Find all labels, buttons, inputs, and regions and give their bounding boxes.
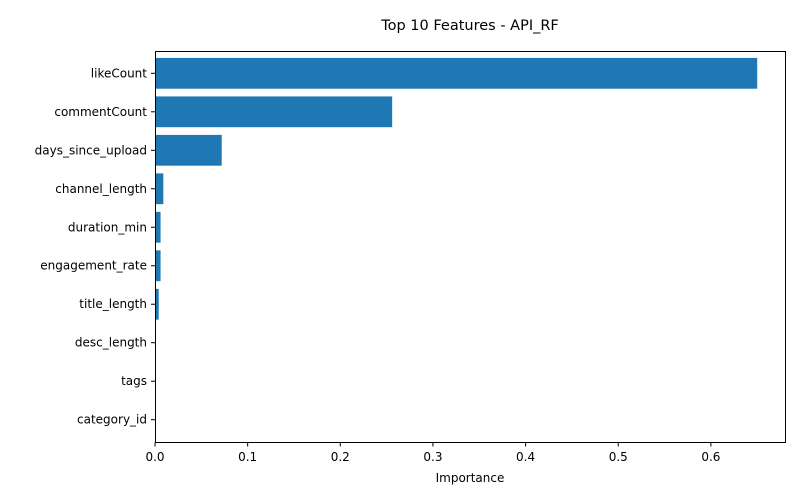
y-tick-label-engagement-rate: engagement_rate bbox=[40, 259, 147, 273]
y-tick-label-tags: tags bbox=[121, 374, 147, 388]
x-axis-title: Importance bbox=[436, 471, 505, 485]
y-tick-label-category-id: category_id bbox=[77, 413, 147, 427]
x-tick-label: 0.2 bbox=[331, 450, 350, 464]
x-tick-label: 0.6 bbox=[701, 450, 720, 464]
x-tick-label: 0.3 bbox=[423, 450, 442, 464]
x-tick-label: 0.5 bbox=[609, 450, 628, 464]
bar-duration-min bbox=[155, 211, 161, 243]
y-tick-label-duration-min: duration_min bbox=[68, 220, 147, 234]
bar-days-since-upload bbox=[155, 134, 222, 166]
y-tick-label-title-length: title_length bbox=[79, 297, 147, 311]
x-axis-ticks: 0.0 0.1 0.2 0.3 0.4 0.5 0.6 bbox=[145, 442, 720, 464]
bar-title-length bbox=[155, 288, 159, 320]
x-tick-label: 0.4 bbox=[516, 450, 535, 464]
y-tick-label-commentcount: commentCount bbox=[54, 105, 147, 119]
y-tick-label-days-since-upload: days_since_upload bbox=[35, 143, 147, 157]
plot-frame bbox=[155, 51, 786, 443]
x-tick-label: 0.0 bbox=[145, 450, 164, 464]
bar-channel-length bbox=[155, 173, 164, 205]
x-tick-label: 0.1 bbox=[238, 450, 257, 464]
bar-engagement-rate bbox=[155, 250, 161, 282]
bar-commentcount bbox=[155, 96, 393, 128]
bar-likecount bbox=[155, 57, 758, 89]
chart-title: Top 10 Features - API_RF bbox=[380, 18, 559, 34]
bars-group bbox=[155, 57, 758, 320]
y-tick-label-channel-length: channel_length bbox=[55, 182, 147, 196]
y-tick-label-likecount: likeCount bbox=[91, 66, 148, 80]
y-tick-label-desc-length: desc_length bbox=[75, 336, 147, 350]
y-axis-ticks: likeCount commentCount days_since_uploadch… bbox=[35, 66, 155, 427]
